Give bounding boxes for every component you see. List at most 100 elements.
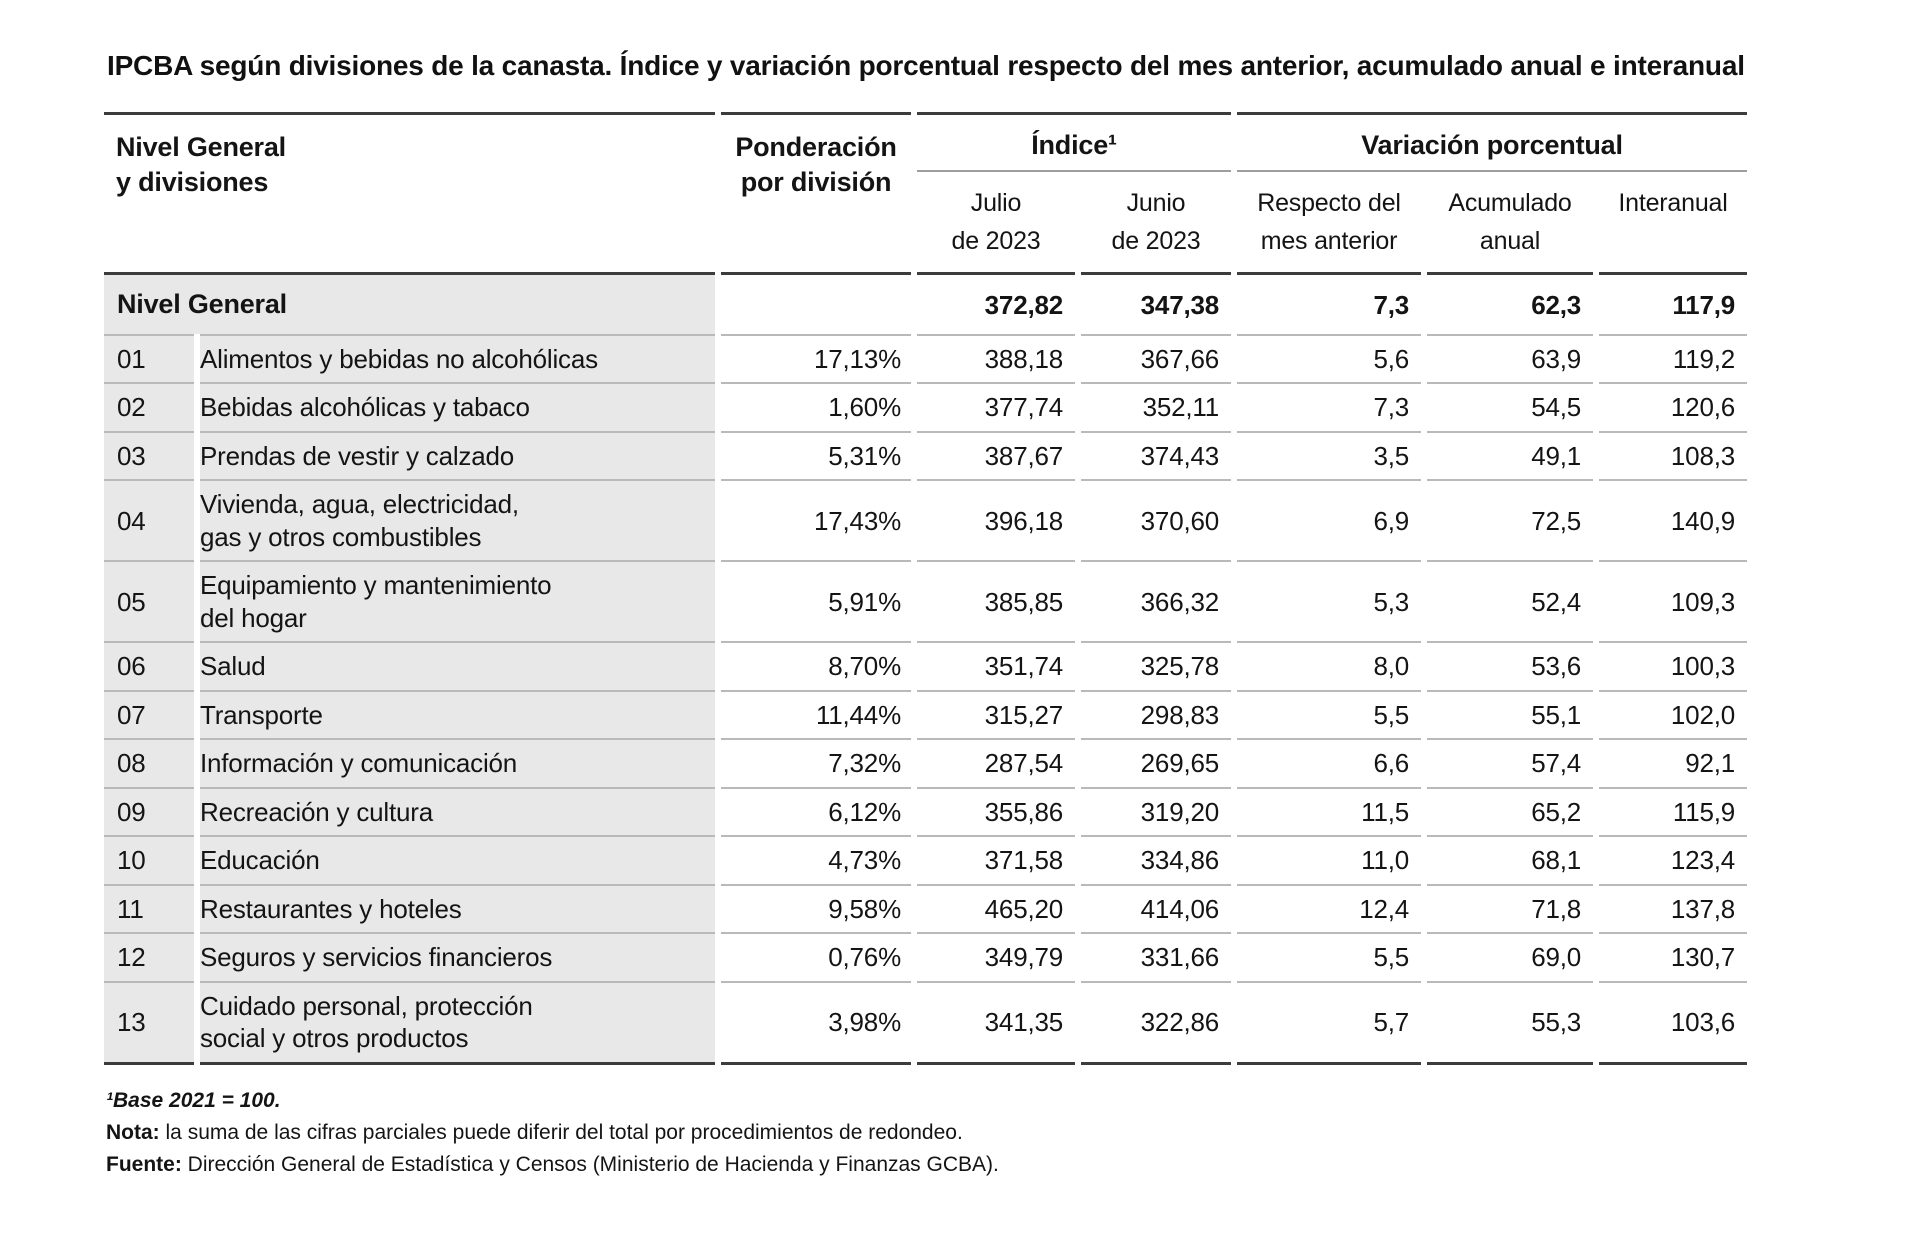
header-sub-row: Julio de 2023 Junio de 2023 Respecto del… bbox=[104, 172, 1747, 275]
cell-division-code: 03 bbox=[104, 430, 194, 480]
cell-index-junio: 325,78 bbox=[1081, 641, 1231, 690]
header-julio-2023: Julio de 2023 bbox=[917, 172, 1075, 275]
table-row: 09 Recreación y cultura 6,12% 355,86 319… bbox=[104, 786, 1747, 836]
cell-var-acumulado: 53,6 bbox=[1427, 641, 1593, 690]
cell-division-name: Alimentos y bebidas no alcohólicas bbox=[200, 333, 715, 383]
cell-index-junio: 334,86 bbox=[1081, 835, 1231, 884]
footnote-nota-text: la suma de las cifras parciales puede di… bbox=[165, 1120, 963, 1144]
cell-var-interanual: 103,6 bbox=[1599, 980, 1747, 1065]
header-group-index: Índice¹ bbox=[917, 112, 1231, 172]
table-row: 06 Salud 8,70% 351,74 325,78 8,0 53,6 10… bbox=[104, 641, 1747, 690]
cell-weight: 4,73% bbox=[721, 835, 911, 884]
cell-division-code: 02 bbox=[104, 382, 194, 431]
cell-index-junio: 414,06 bbox=[1081, 883, 1231, 933]
cell-var-mes: 6,6 bbox=[1237, 738, 1421, 787]
cell-weight: 5,91% bbox=[721, 560, 911, 641]
cell-index-junio: 370,60 bbox=[1081, 479, 1231, 560]
cell-var-mes: 3,5 bbox=[1237, 430, 1421, 480]
cell-var-acumulado: 65,2 bbox=[1427, 786, 1593, 836]
total-row: Nivel General 372,82 347,38 7,3 62,3 117… bbox=[104, 275, 1747, 334]
cell-division-code: 05 bbox=[104, 560, 194, 642]
cell-var-interanual: 130,7 bbox=[1599, 932, 1747, 981]
cell-var-mes: 11,0 bbox=[1237, 835, 1421, 884]
cell-weight: 0,76% bbox=[721, 932, 911, 981]
cell-var-interanual: 120,6 bbox=[1599, 382, 1747, 431]
table-row: 01 Alimentos y bebidas no alcohólicas 17… bbox=[104, 333, 1747, 383]
cell-division-name: Recreación y cultura bbox=[200, 786, 715, 836]
cell-division-name: Prendas de vestir y calzado bbox=[200, 430, 715, 480]
cell-weight: 11,44% bbox=[721, 689, 911, 739]
total-index-junio: 347,38 bbox=[1140, 289, 1220, 320]
cell-index-junio: 322,86 bbox=[1081, 980, 1231, 1065]
page-title: IPCBA según divisiones de la canasta. Ín… bbox=[107, 50, 1745, 81]
total-var-acumulado: 62,3 bbox=[1531, 289, 1581, 320]
cell-weight: 17,13% bbox=[721, 333, 911, 383]
cell-division-name: Equipamiento y mantenimiento del hogar bbox=[200, 560, 715, 642]
cell-division-code: 10 bbox=[104, 835, 194, 884]
cell-index-junio: 367,66 bbox=[1081, 333, 1231, 383]
table-row: 08 Información y comunicación 7,32% 287,… bbox=[104, 738, 1747, 787]
cell-var-acumulado: 69,0 bbox=[1427, 932, 1593, 981]
footnote-base: ¹Base 2021 = 100. bbox=[106, 1088, 281, 1112]
cell-var-interanual: 100,3 bbox=[1599, 641, 1747, 690]
cell-division-code: 13 bbox=[104, 980, 194, 1065]
table-row: 13 Cuidado personal, protección social y… bbox=[104, 980, 1747, 1065]
header-junio-2023: Junio de 2023 bbox=[1081, 172, 1231, 275]
cell-division-name: Cuidado personal, protección social y ot… bbox=[200, 980, 715, 1065]
cell-division-name: Seguros y servicios financieros bbox=[200, 932, 715, 981]
cell-division-code: 04 bbox=[104, 479, 194, 561]
table-row: 03 Prendas de vestir y calzado 5,31% 387… bbox=[104, 430, 1747, 480]
cell-var-interanual: 109,3 bbox=[1599, 560, 1747, 641]
cell-division-code: 08 bbox=[104, 738, 194, 787]
cell-weight: 9,58% bbox=[721, 883, 911, 933]
total-var-mes: 7,3 bbox=[1373, 289, 1409, 320]
footnote-fuente: Fuente: Dirección General de Estadística… bbox=[106, 1149, 1920, 1181]
table-row: 04 Vivienda, agua, electricidad, gas y o… bbox=[104, 479, 1747, 561]
cell-index-junio: 352,11 bbox=[1081, 382, 1231, 431]
page: IPCBA según divisiones de la canasta. Ín… bbox=[104, 50, 1920, 1181]
table-row: 07 Transporte 11,44% 315,27 298,83 5,5 5… bbox=[104, 689, 1747, 739]
cell-index-julio: 385,85 bbox=[917, 560, 1075, 641]
cell-division-name: Educación bbox=[200, 835, 715, 884]
cell-index-junio: 298,83 bbox=[1081, 689, 1231, 739]
cell-index-julio: 465,20 bbox=[917, 883, 1075, 933]
cell-var-mes: 12,4 bbox=[1237, 883, 1421, 933]
cell-var-mes: 7,3 bbox=[1237, 382, 1421, 431]
cell-var-mes: 5,3 bbox=[1237, 560, 1421, 641]
cell-division-code: 09 bbox=[104, 786, 194, 836]
table-row: 10 Educación 4,73% 371,58 334,86 11,0 68… bbox=[104, 835, 1747, 884]
cell-division-name: Vivienda, agua, electricidad, gas y otro… bbox=[200, 479, 715, 561]
table-row: 02 Bebidas alcohólicas y tabaco 1,60% 37… bbox=[104, 382, 1747, 431]
header-group-variation: Variación porcentual bbox=[1237, 112, 1747, 172]
cell-var-mes: 5,5 bbox=[1237, 932, 1421, 981]
table-row: 11 Restaurantes y hoteles 9,58% 465,20 4… bbox=[104, 883, 1747, 933]
header-acumulado-anual: Acumulado anual bbox=[1427, 172, 1593, 275]
total-label: Nivel General bbox=[104, 275, 715, 334]
cell-index-junio: 319,20 bbox=[1081, 786, 1231, 836]
cell-index-junio: 331,66 bbox=[1081, 932, 1231, 981]
cell-division-code: 01 bbox=[104, 333, 194, 383]
header-weight: Ponderación por división bbox=[721, 112, 911, 275]
cell-division-code: 07 bbox=[104, 689, 194, 739]
footnote-fuente-label: Fuente: bbox=[106, 1152, 182, 1176]
cell-var-acumulado: 49,1 bbox=[1427, 430, 1593, 480]
cell-weight: 7,32% bbox=[721, 738, 911, 787]
cell-var-interanual: 123,4 bbox=[1599, 835, 1747, 884]
cell-index-junio: 269,65 bbox=[1081, 738, 1231, 787]
total-var-interanual: 117,9 bbox=[1672, 289, 1735, 320]
table-header: Nivel General y divisiones Ponderación p… bbox=[104, 112, 1747, 275]
cell-index-julio: 371,58 bbox=[917, 835, 1075, 884]
cell-index-julio: 315,27 bbox=[917, 689, 1075, 739]
footnotes: ¹Base 2021 = 100. Nota: la suma de las c… bbox=[106, 1085, 1920, 1181]
cell-division-name: Transporte bbox=[200, 689, 715, 739]
header-respecto-mes-anterior: Respecto del mes anterior bbox=[1237, 172, 1421, 275]
cell-var-interanual: 102,0 bbox=[1599, 689, 1747, 739]
cell-index-julio: 351,74 bbox=[917, 641, 1075, 690]
cell-var-acumulado: 68,1 bbox=[1427, 835, 1593, 884]
cell-index-julio: 377,74 bbox=[917, 382, 1075, 431]
cell-var-interanual: 137,8 bbox=[1599, 883, 1747, 933]
footnote-fuente-text: Dirección General de Estadística y Censo… bbox=[187, 1152, 999, 1176]
cell-division-name: Restaurantes y hoteles bbox=[200, 883, 715, 933]
cell-index-julio: 387,67 bbox=[917, 430, 1075, 480]
cell-var-mes: 5,6 bbox=[1237, 333, 1421, 383]
